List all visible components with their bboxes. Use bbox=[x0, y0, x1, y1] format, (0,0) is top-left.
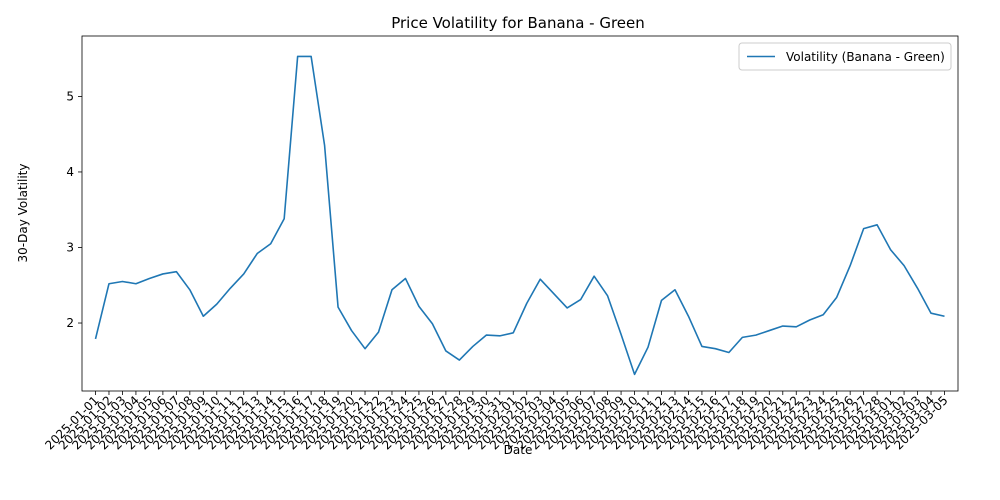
x-axis: 2025-01-012025-01-022025-01-032025-01-04… bbox=[42, 391, 951, 452]
y-axis: 2 3 4 5 bbox=[66, 89, 82, 330]
chart-title: Price Volatility for Banana - Green bbox=[391, 14, 645, 32]
y-tick-label: 2 bbox=[66, 316, 74, 330]
x-axis-label: Date bbox=[504, 443, 533, 457]
y-tick-label: 3 bbox=[66, 240, 74, 254]
y-axis-label: 30-Day Volatility bbox=[16, 164, 30, 263]
y-tick-label: 4 bbox=[66, 165, 74, 179]
y-tick-label: 5 bbox=[66, 89, 74, 103]
plot-frame bbox=[81, 35, 959, 392]
plot-area bbox=[82, 36, 958, 391]
legend: Volatility (Banana - Green) bbox=[738, 42, 952, 71]
volatility-series-line bbox=[94, 55, 945, 376]
legend-box bbox=[738, 42, 952, 71]
legend-label: Volatility (Banana - Green) bbox=[786, 50, 945, 64]
